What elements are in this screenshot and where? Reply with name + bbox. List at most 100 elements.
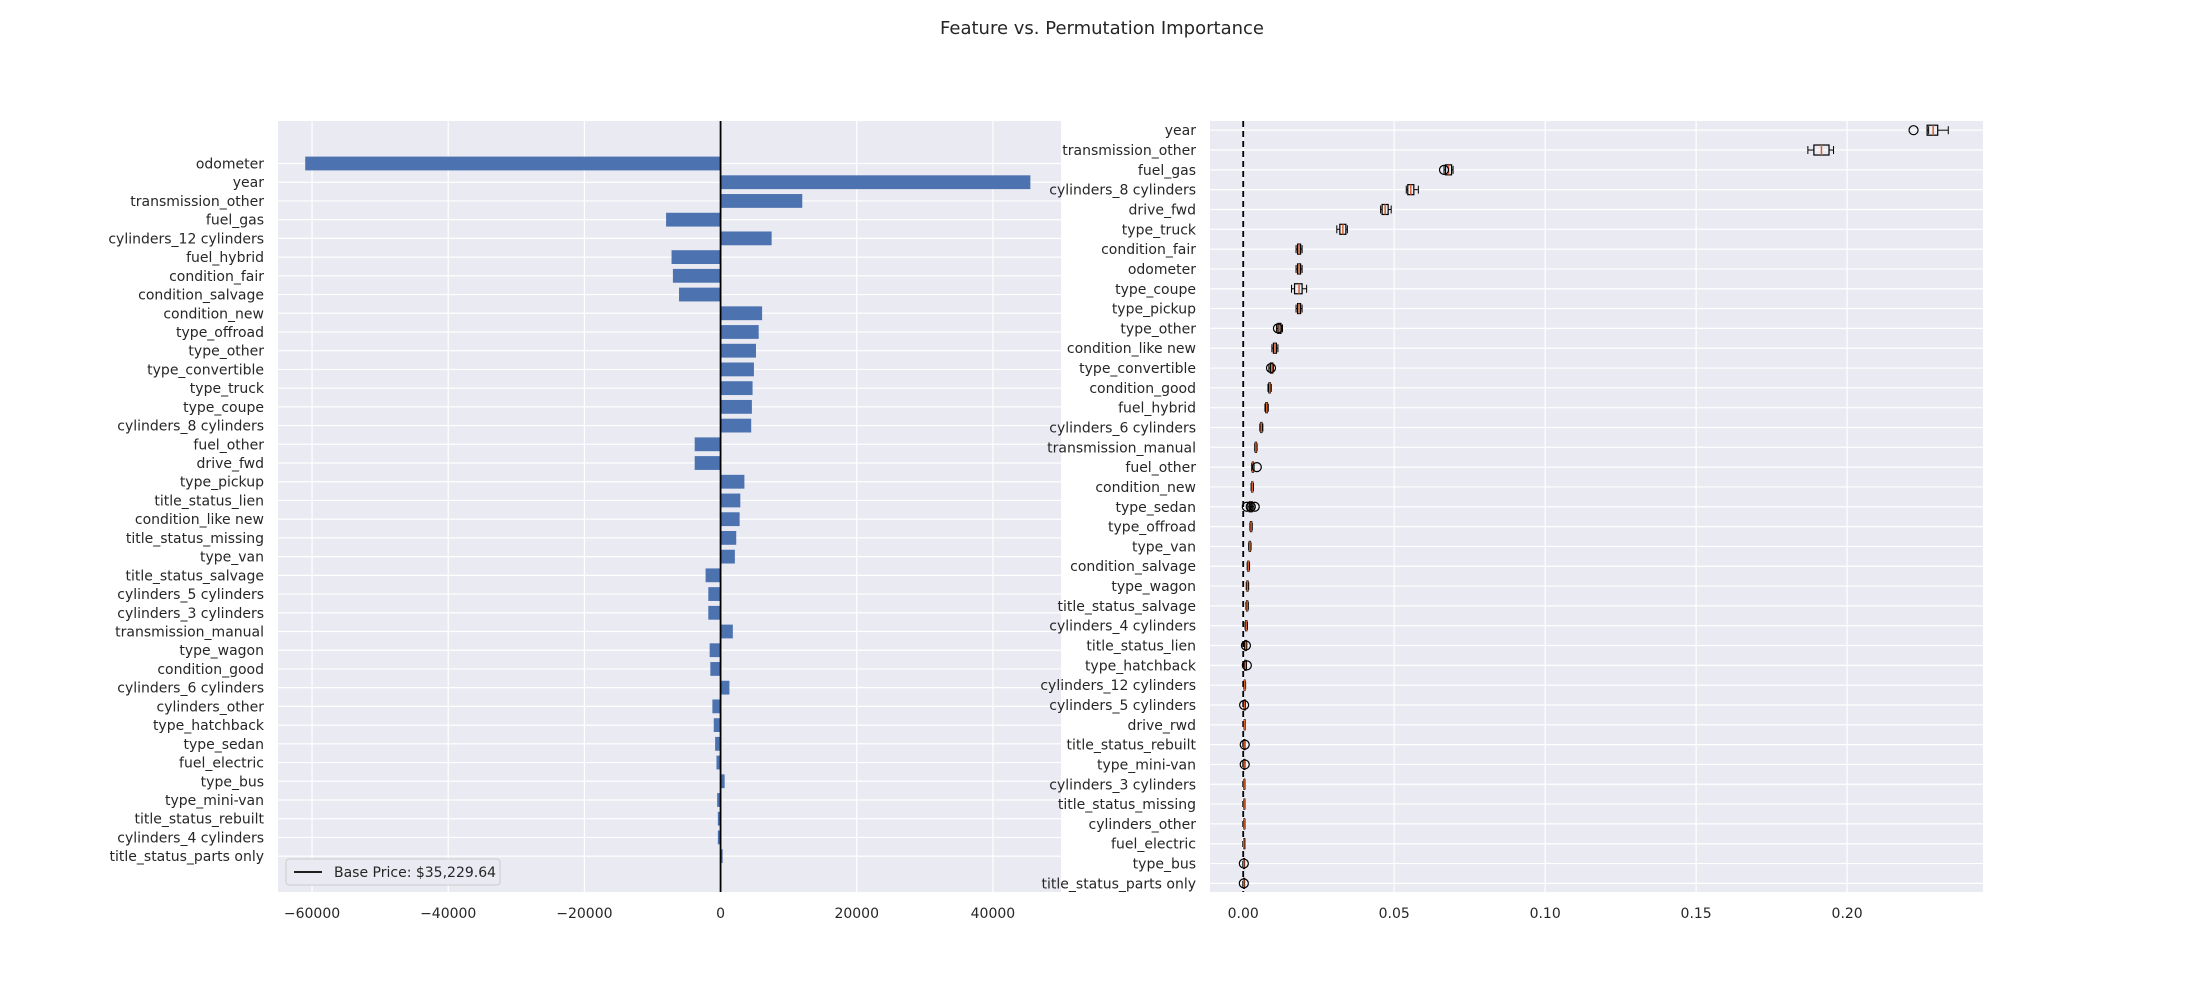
left-x-tick-label: −60000: [284, 906, 340, 922]
bar-condition-like-new: [720, 512, 740, 527]
left-y-tick-label: cylinders_3 cylinders: [117, 606, 264, 622]
right-y-tick-label: title_status_salvage: [1057, 599, 1196, 615]
right-y-tick-label: type_sedan: [1115, 500, 1196, 516]
outlier-point: [1238, 878, 1249, 889]
bar-cylinders-5-cylinders: [708, 587, 721, 601]
right-y-tick-label: fuel_other: [1125, 460, 1196, 476]
box-type-mini-van: [1239, 758, 1250, 771]
left-y-tick-label: cylinders_4 cylinders: [117, 830, 264, 846]
bar-cylinders-3-cylinders: [708, 605, 721, 620]
bar-drive-fwd: [694, 456, 721, 470]
box-type-pickup: [1295, 302, 1303, 315]
bar-type-pickup: [720, 474, 745, 489]
right-y-tick-label: title_status_parts only: [1042, 876, 1196, 892]
right-y-tick-label: cylinders_5 cylinders: [1049, 698, 1196, 714]
outlier-point: [1272, 323, 1284, 334]
right-y-tick-label: cylinders_4 cylinders: [1049, 619, 1196, 635]
right-y-tick-label: drive_rwd: [1127, 718, 1196, 734]
left-y-tick-label: type_convertible: [147, 362, 264, 378]
bar-condition-fair: [672, 268, 721, 283]
box-year: [1908, 124, 1949, 136]
box-type-other: [1272, 322, 1284, 334]
bar-transmission-other: [720, 194, 803, 208]
box-drive-fwd: [1380, 203, 1392, 216]
figure-title: Feature vs. Permutation Importance: [940, 18, 1264, 39]
bar-condition-salvage: [679, 287, 721, 302]
left-y-tick-label: title_status_lien: [154, 493, 264, 509]
bar-type-other: [720, 343, 756, 358]
box-type-convertible: [1265, 362, 1277, 374]
left-y-tick-label: condition_good: [157, 662, 264, 678]
left-y-tick-label: type_coupe: [183, 400, 264, 416]
bar-type-bus: [720, 774, 725, 789]
left-y-tick-label: fuel_gas: [206, 213, 264, 229]
left-y-tick-label: cylinders_other: [157, 699, 265, 715]
right-y-tick-label: transmission_other: [1062, 143, 1196, 159]
box-type-hatchback: [1241, 659, 1252, 671]
left-y-tick-label: title_status_rebuilt: [135, 812, 265, 828]
right-y-tick-label: type_wagon: [1111, 579, 1196, 595]
left-y-tick-label: fuel_other: [193, 437, 264, 453]
right-x-tick-label: 0.05: [1379, 906, 1410, 922]
box-title-status-rebuilt: [1239, 739, 1250, 751]
outlier-point: [1239, 739, 1250, 750]
outlier-point: [1438, 164, 1450, 175]
right-y-tick-label: title_status_rebuilt: [1067, 738, 1197, 754]
legend-box: [285, 858, 501, 886]
left-y-tick-label: condition_salvage: [138, 288, 264, 304]
feature-importance-bar-chart: −60000 −40000 −20000 0 20000 40000 odometer yea…: [108, 121, 1061, 922]
right-x-tick-label: 0.00: [1228, 906, 1259, 922]
box-cylinders-12-cylinders: [1243, 679, 1247, 691]
left-y-tick-label: type_truck: [190, 381, 265, 397]
box-cylinders-5-cylinders: [1239, 699, 1250, 711]
right-y-tick-label: fuel_gas: [1138, 163, 1196, 179]
right-y-tick-label: title_status_missing: [1058, 797, 1196, 813]
left-y-tick-label: cylinders_8 cylinders: [117, 419, 264, 435]
left-x-tick-label: −20000: [556, 906, 612, 922]
bar-condition-new: [720, 306, 763, 321]
left-y-tick-label: transmission_other: [130, 194, 264, 210]
outlier-point: [1239, 759, 1250, 770]
right-x-tick-label: 0.15: [1681, 906, 1712, 922]
iqr-box: [1926, 124, 1939, 136]
box-cylinders-8-cylinders: [1405, 184, 1419, 196]
box-fuel-gas: [1438, 164, 1454, 176]
outlier-point: [1241, 501, 1252, 512]
right-y-tick-label: type_bus: [1133, 857, 1196, 873]
left-y-tick-label: transmission_manual: [115, 625, 264, 641]
box-odometer: [1295, 263, 1303, 275]
left-y-tick-label: drive_fwd: [197, 456, 264, 472]
right-y-tick-label: transmission_manual: [1047, 440, 1196, 456]
right-y-tick-label: type_pickup: [1112, 302, 1196, 318]
box-title-status-lien: [1240, 639, 1252, 652]
bar-title-status-missing: [720, 531, 737, 545]
right-y-tick-label: type_convertible: [1079, 361, 1196, 377]
iqr-box: [1293, 283, 1303, 295]
right-y-tick-label: condition_new: [1095, 480, 1196, 496]
box-transmission-other: [1807, 144, 1835, 156]
bar-type-coupe: [720, 399, 752, 414]
box-fuel-other: [1251, 461, 1262, 473]
bar-title-status-salvage: [705, 568, 721, 583]
left-x-tick-label: 40000: [971, 906, 1016, 922]
bar-cylinders-other: [712, 699, 721, 714]
box-title-status-parts-only: [1238, 877, 1249, 889]
left-y-tick-label: fuel_hybrid: [186, 250, 264, 266]
left-y-tick-label: condition_fair: [169, 269, 264, 285]
left-y-tick-label: condition_like new: [135, 512, 264, 528]
outlier-point: [1240, 640, 1252, 651]
box-condition-fair: [1295, 243, 1303, 255]
right-y-tick-label: type_truck: [1122, 222, 1197, 238]
box-drive-rwd: [1243, 719, 1246, 731]
outlier-point: [1249, 501, 1260, 512]
box-cylinders-4-cylinders: [1244, 620, 1248, 632]
bar-cylinders-4-cylinders: [717, 830, 721, 845]
left-y-tick-label: type_sedan: [183, 737, 264, 753]
left-y-tick-label: type_pickup: [180, 475, 264, 491]
right-y-tick-label: condition_good: [1089, 381, 1196, 397]
bar-type-truck: [720, 381, 753, 396]
bar-fuel-other: [694, 437, 721, 452]
box-type-offroad: [1249, 520, 1253, 533]
bar-fuel-gas: [666, 212, 721, 227]
